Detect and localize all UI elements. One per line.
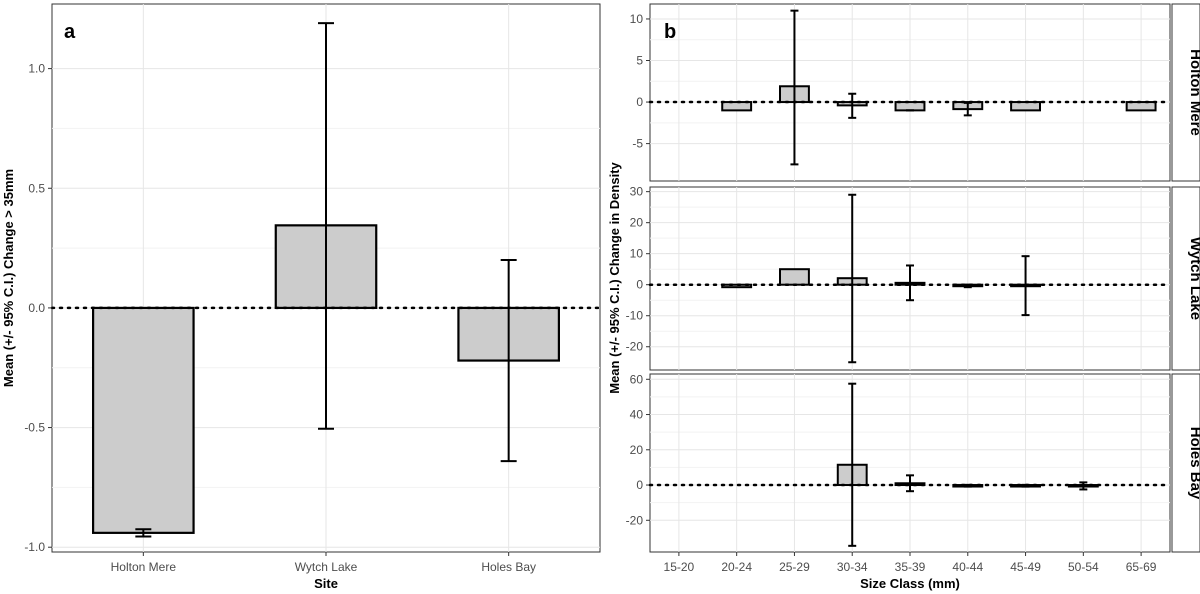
- bar-holton-mere: [93, 308, 193, 533]
- x-tick-label: 65-69: [1126, 560, 1157, 574]
- panel-b-label: b: [664, 21, 676, 43]
- facet-holes-bay: -20 0 20 40 60 Holes Bay: [626, 372, 1200, 552]
- y-tick-label: 5: [636, 54, 643, 68]
- panel-b-facets: -5 0 5 10 Holton Mere -20 -10 0 10 20 30 Wytch Lake…: [626, 4, 1200, 552]
- y-tick-label: 10: [630, 247, 644, 261]
- panel-a-x-axis: Holton Mere Wytch Lake Holes Bay: [111, 552, 536, 574]
- x-tick-label: 50-54: [1068, 560, 1099, 574]
- facet-holton-mere: -5 0 5 10 Holton Mere: [630, 4, 1200, 181]
- panel-a-label: a: [64, 21, 76, 43]
- y-tick-label: 0: [636, 278, 643, 292]
- panel-a-x-axis-title: Site: [314, 576, 338, 591]
- panel-a-y-axis: -1.0 -0.5 0.0 0.5 1.0: [24, 62, 52, 555]
- x-tick-label: 40-44: [952, 560, 983, 574]
- y-tick-label: 10: [630, 12, 644, 26]
- panel-a-y-axis-title: Mean (+/- 95% C.I.) Change > 35mm: [1, 169, 16, 387]
- y-tick-label: 1.0: [28, 62, 45, 76]
- y-tick-label: -1.0: [24, 540, 45, 554]
- panel-b-x-axis-title: Size Class (mm): [860, 576, 960, 591]
- y-tick-label: 0.0: [28, 301, 45, 315]
- y-tick-label: -0.5: [24, 421, 45, 435]
- x-tick-label: 20-24: [721, 560, 752, 574]
- panel-b-y-axis-title: Mean (+/- 95% C.I.) Change in Density: [607, 161, 622, 393]
- y-tick-label: 40: [630, 408, 644, 422]
- x-tick-label: 35-39: [895, 560, 926, 574]
- y-tick-label: 0.5: [28, 181, 45, 195]
- y-tick-label: 20: [630, 443, 644, 457]
- y-tick-label: 20: [630, 216, 644, 230]
- x-tick-label: Holton Mere: [111, 560, 177, 574]
- y-tick-label: 0: [636, 95, 643, 109]
- y-tick-label: -5: [632, 137, 643, 151]
- facet-wytch-lake-strip-label: Wytch Lake: [1187, 237, 1200, 320]
- x-tick-label: 15-20: [664, 560, 695, 574]
- y-tick-label: 0: [636, 478, 643, 492]
- y-tick-label: -20: [626, 340, 644, 354]
- y-tick-label: 60: [630, 372, 644, 386]
- facet-holes-bay-strip-label: Holes Bay: [1187, 427, 1200, 500]
- x-tick-label: 30-34: [837, 560, 868, 574]
- y-tick-label: 30: [630, 185, 644, 199]
- facet-wytch-lake: -20 -10 0 10 20 30 Wytch Lake: [626, 185, 1200, 370]
- x-tick-label: 25-29: [779, 560, 810, 574]
- bar-25-29: [780, 269, 809, 285]
- facet-holton-mere-strip-label: Holton Mere: [1187, 49, 1200, 136]
- x-tick-label: Holes Bay: [481, 560, 536, 574]
- y-tick-label: -10: [626, 309, 644, 323]
- panel-b-x-axis: 15-20 20-24 25-29 30-34 35-39 40-44 45-49 50-54…: [664, 552, 1157, 574]
- y-tick-label: -20: [626, 513, 644, 527]
- x-tick-label: 45-49: [1010, 560, 1041, 574]
- x-tick-label: Wytch Lake: [295, 560, 358, 574]
